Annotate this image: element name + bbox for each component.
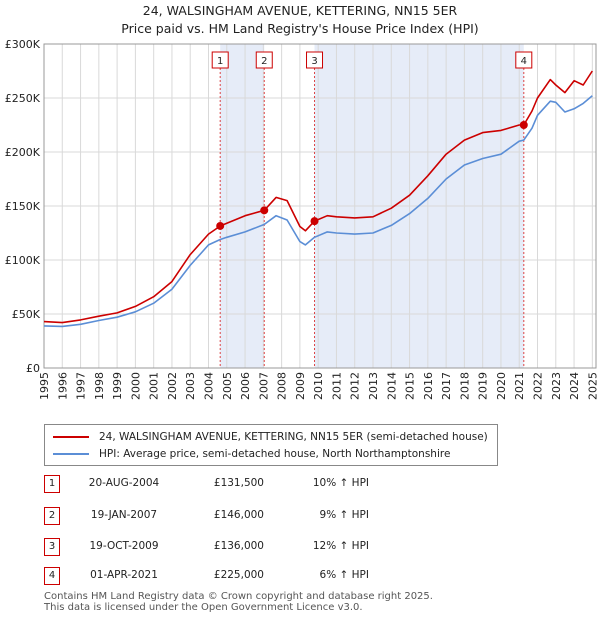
x-tick-label: 2000: [129, 372, 142, 400]
sale-label-box: [306, 51, 324, 69]
x-tick-label: 2011: [330, 372, 343, 400]
plot-border: [43, 43, 597, 369]
transaction-hpi: 12% ↑ HPI: [312, 540, 369, 552]
y-tick-label: £0: [26, 362, 40, 375]
x-tick-label: 2023: [550, 372, 563, 400]
y-tick-label: £200K: [5, 146, 41, 159]
footer-copyright: Contains HM Land Registry data © Crown c…: [44, 591, 433, 602]
x-tick-label: 2004: [203, 372, 216, 400]
transaction-date: 01-APR-2021: [90, 569, 158, 581]
y-tick-label: £50K: [12, 308, 41, 321]
transaction-number: 4: [44, 567, 60, 585]
y-tick-label: £100K: [5, 254, 41, 267]
x-tick-label: 2018: [458, 372, 471, 400]
y-tick-label: £250K: [5, 92, 41, 105]
sale-point: [519, 121, 528, 129]
x-tick-label: 1999: [111, 372, 124, 400]
transaction-row: 2 19-JAN-2007 £146,000 9% ↑ HPI: [44, 507, 564, 529]
transaction-hpi: 9% ↑ HPI: [319, 509, 369, 521]
transaction-price: £146,000: [213, 509, 264, 521]
x-tick-label: 2002: [166, 372, 179, 400]
x-tick-label: 2001: [148, 372, 161, 400]
x-tick-label: 2003: [184, 372, 197, 400]
x-tick-label: 2012: [349, 372, 362, 400]
sale-label-number: 4: [521, 56, 527, 67]
sale-label-number: 1: [217, 56, 223, 67]
transaction-hpi: 6% ↑ HPI: [319, 569, 369, 581]
chart-subtitle: Price paid vs. HM Land Registry's House …: [121, 21, 479, 36]
x-tick-label: 1995: [38, 372, 51, 400]
x-tick-label: 1997: [75, 372, 88, 400]
transaction-date: 19-OCT-2009: [89, 540, 159, 552]
x-tick-label: 1996: [56, 372, 69, 400]
property-series-line: [43, 70, 593, 324]
sale-point: [260, 206, 269, 215]
chart-title: 24, WALSINGHAM AVENUE, KETTERING, NN15 5…: [142, 3, 458, 18]
legend-swatch-property: [53, 436, 89, 438]
transaction-price: £131,500: [213, 477, 264, 489]
transaction-row: 1 20-AUG-2004 £131,500 10% ↑ HPI: [44, 475, 564, 497]
x-tick-label: 2016: [422, 372, 435, 400]
legend-label-property: 24, WALSINGHAM AVENUE, KETTERING, NN15 5…: [99, 431, 488, 443]
x-tick-label: 2006: [239, 372, 252, 400]
transaction-price: £136,000: [213, 540, 264, 552]
x-tick-label: 2009: [294, 372, 307, 400]
sale-label-box: [211, 51, 229, 69]
x-tick-label: 2013: [367, 372, 380, 400]
x-tick-label: 2025: [586, 372, 599, 400]
sale-point: [216, 221, 225, 230]
footer: Contains HM Land Registry data © Crown c…: [44, 591, 433, 613]
transaction-hpi: 10% ↑ HPI: [312, 477, 369, 489]
legend-item-property: 24, WALSINGHAM AVENUE, KETTERING, NN15 5…: [53, 429, 488, 445]
transaction-number: 3: [44, 538, 60, 556]
x-tick-label: 2019: [477, 372, 490, 400]
x-tick-label: 2005: [221, 372, 234, 400]
x-tick-label: 2007: [257, 372, 270, 400]
transaction-number: 2: [44, 507, 60, 525]
footer-licence: This data is licensed under the Open Gov…: [44, 602, 363, 613]
y-tick-label: £150K: [5, 200, 41, 213]
x-tick-label: 2022: [532, 372, 545, 400]
sale-label-box: [515, 51, 533, 69]
x-tick-label: 2008: [276, 372, 289, 400]
sale-label-box: [255, 51, 273, 69]
transaction-row: 4 01-APR-2021 £225,000 6% ↑ HPI: [44, 567, 564, 589]
price-chart: 1 2 3 4 £0 £50K £100K £150K £200K £250K £300K 1995 1…: [5, 38, 600, 400]
transaction-number: 1: [44, 475, 60, 493]
sale-label-number: 3: [311, 56, 317, 67]
x-tick-label: 2020: [495, 372, 508, 400]
x-tick-label: 2010: [312, 372, 325, 400]
x-tick-label: 2015: [404, 372, 417, 400]
legend-swatch-hpi: [53, 453, 89, 455]
x-tick-label: 2024: [568, 372, 581, 400]
transaction-date: 20-AUG-2004: [88, 477, 160, 489]
y-tick-label: £300K: [5, 38, 41, 51]
sale-point: [310, 217, 319, 226]
hpi-series-line: [43, 95, 593, 328]
x-tick-label: 2017: [440, 372, 453, 400]
x-tick-label: 2014: [385, 372, 398, 400]
x-tick-label: 2021: [513, 372, 526, 400]
transaction-date: 19-JAN-2007: [90, 509, 158, 521]
legend-label-hpi: HPI: Average price, semi-detached house,…: [99, 448, 451, 460]
x-tick-label: 1998: [93, 372, 106, 400]
transaction-row: 3 19-OCT-2009 £136,000 12% ↑ HPI: [44, 538, 564, 560]
legend-item-hpi: HPI: Average price, semi-detached house,…: [53, 446, 450, 462]
transaction-price: £225,000: [213, 569, 264, 581]
sale-label-number: 2: [261, 56, 267, 67]
legend: 24, WALSINGHAM AVENUE, KETTERING, NN15 5…: [44, 424, 498, 466]
